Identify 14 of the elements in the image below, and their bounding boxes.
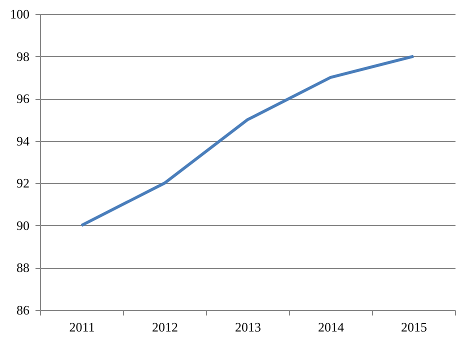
x-tick-label: 2011 [69, 320, 95, 334]
y-tick-label: 94 [16, 133, 30, 148]
y-tick-label: 98 [16, 48, 30, 64]
line-series [80, 54, 415, 227]
y-tick-label: 90 [16, 218, 30, 233]
x-tick-label: 2015 [401, 320, 427, 334]
y-tick-label: 86 [16, 302, 30, 318]
y-tick-label: 92 [16, 176, 30, 191]
x-tick-label: 2012 [152, 320, 178, 334]
x-tick-label: 2013 [235, 320, 261, 334]
y-tick-label: 100 [10, 6, 30, 22]
x-tick-label: 2014 [318, 320, 344, 334]
y-tick-label: 96 [16, 91, 30, 106]
y-tick-label: 88 [16, 260, 30, 276]
